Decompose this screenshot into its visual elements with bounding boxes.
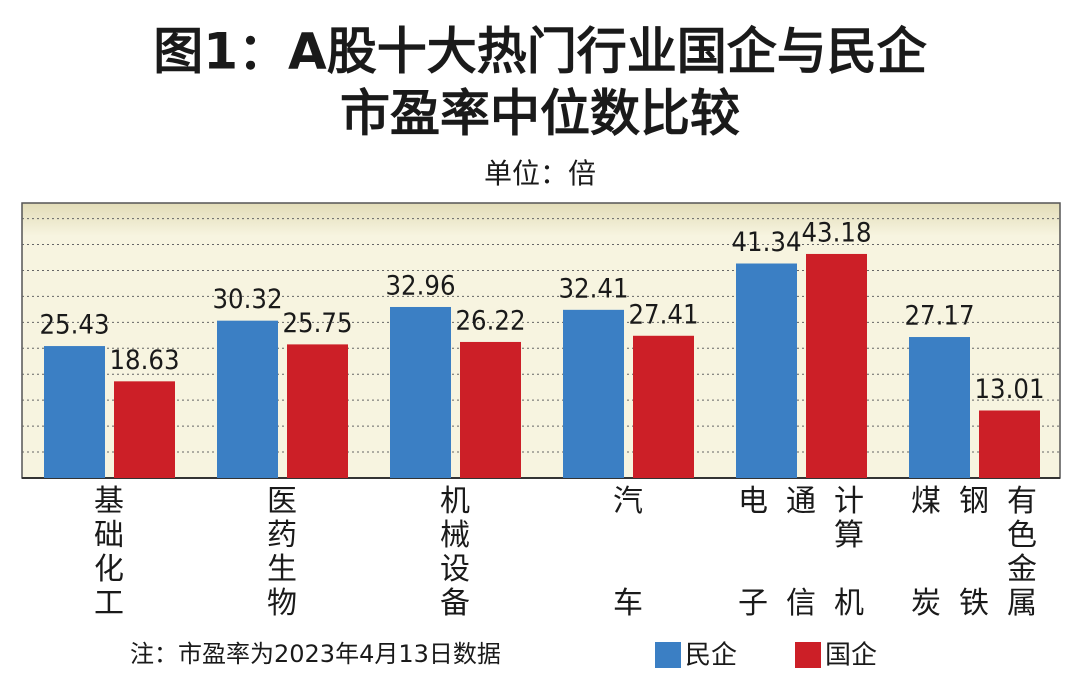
subtitle: 单位：倍 <box>484 157 596 190</box>
x-tick-label: 计算机 <box>834 484 864 621</box>
bar <box>217 320 278 478</box>
bar <box>633 335 694 478</box>
value-label: 25.43 <box>40 310 110 341</box>
legend-label: 国企 <box>825 641 877 671</box>
value-label: 25.75 <box>283 308 353 339</box>
value-label: 27.41 <box>629 299 699 330</box>
bar <box>563 309 624 478</box>
legend-swatch <box>655 642 681 668</box>
bar <box>979 410 1040 478</box>
value-label: 18.63 <box>110 345 180 376</box>
value-label: 32.41 <box>559 273 629 304</box>
value-label: 43.18 <box>802 217 872 248</box>
bar <box>44 346 105 478</box>
value-label: 26.22 <box>456 305 526 336</box>
x-tick-label: 医药生物 <box>267 484 297 621</box>
x-tick-label: 钢铁 <box>959 484 989 621</box>
bar <box>460 341 521 478</box>
bar <box>390 306 451 478</box>
bar <box>909 337 970 478</box>
bar <box>287 344 348 478</box>
chart-title: 图1：A股十大热门行业国企与民企 <box>153 23 927 81</box>
x-tick-label: 电子 <box>738 484 768 621</box>
value-label: 41.34 <box>732 227 802 258</box>
bar <box>736 263 797 478</box>
x-tick-label: 汽车 <box>613 484 643 621</box>
x-tick-label: 基础化工 <box>94 484 124 621</box>
x-tick-label: 机械设备 <box>440 484 470 621</box>
value-label: 13.01 <box>975 374 1045 405</box>
legend-label: 民企 <box>685 641 737 671</box>
x-tick-label: 煤炭 <box>911 484 941 621</box>
plot-area <box>21 202 1061 479</box>
value-label: 30.32 <box>213 284 283 315</box>
x-tick-label: 通信 <box>786 484 816 621</box>
chart-title: 市盈率中位数比较 <box>340 85 740 143</box>
value-label: 27.17 <box>905 301 975 332</box>
note: 注：市盈率为2023年4月13日数据 <box>130 640 501 668</box>
legend-swatch <box>795 642 821 668</box>
bar <box>114 381 175 478</box>
bar <box>806 253 867 478</box>
value-label: 32.96 <box>386 270 456 301</box>
x-tick-label: 有色金属 <box>1007 484 1037 621</box>
